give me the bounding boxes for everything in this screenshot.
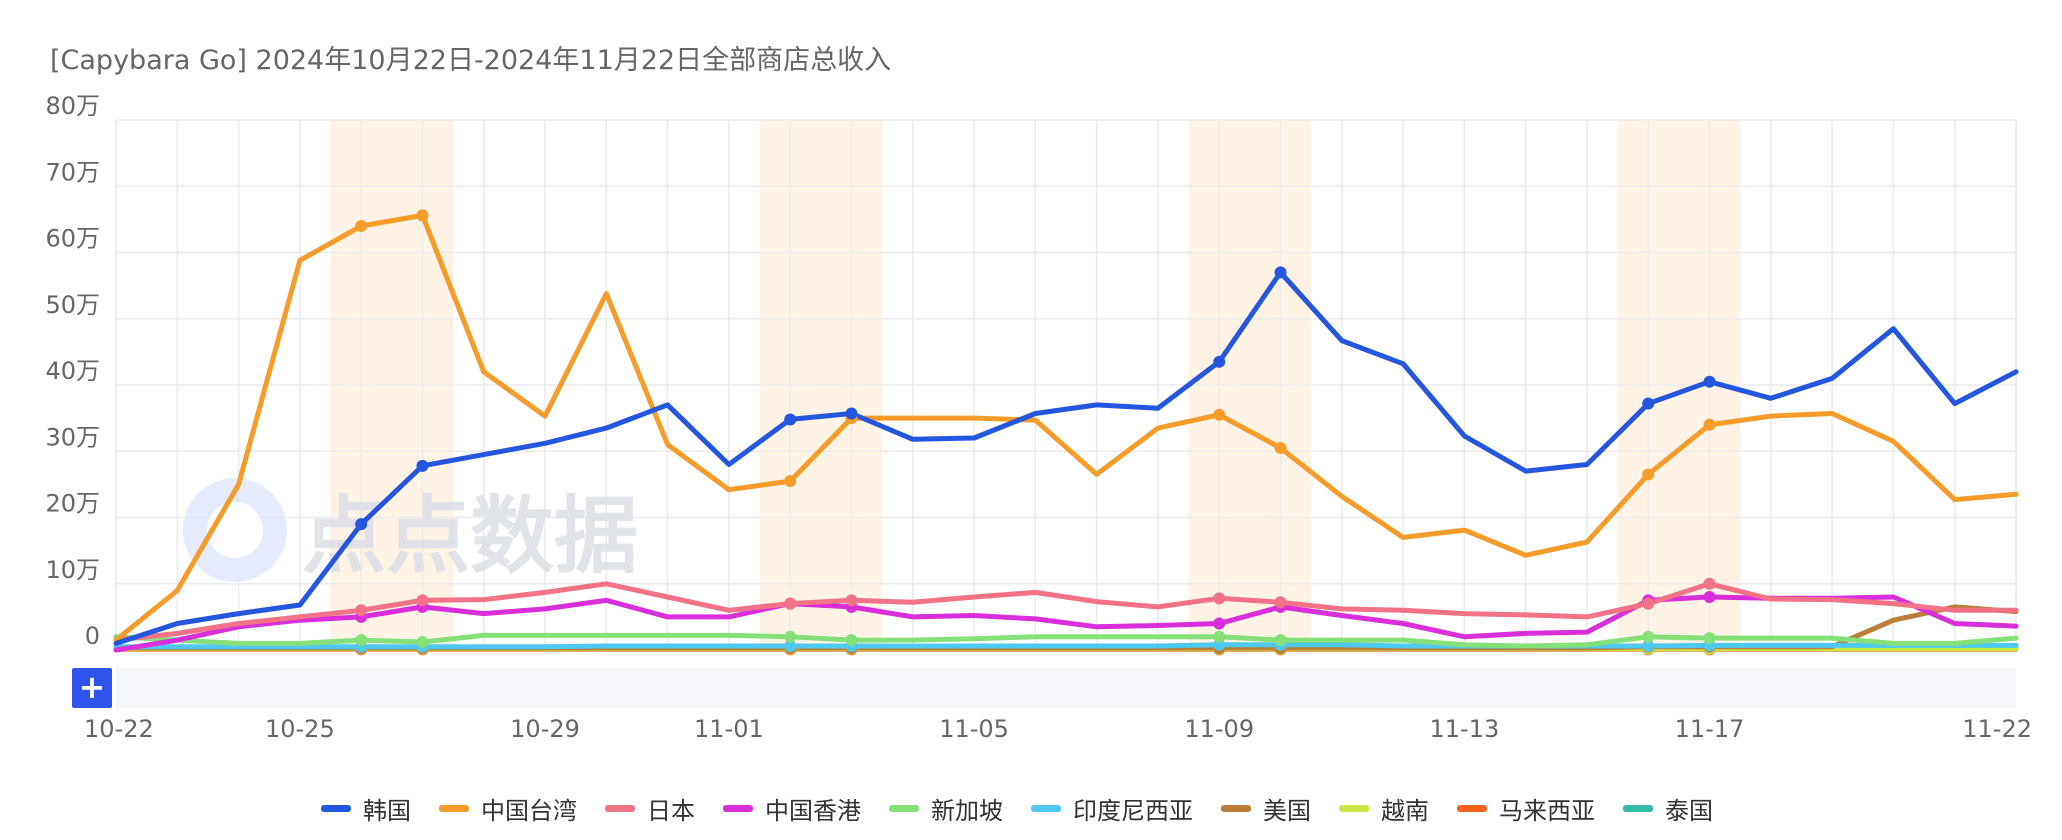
legend-label: 美国: [1263, 796, 1311, 825]
series-line-4[interactable]: [113, 594, 2019, 653]
legend-item-10[interactable]: 泰国: [1623, 788, 1713, 828]
legend-item-2[interactable]: 中国台湾: [439, 788, 577, 828]
chart-title: [Capybara Go] 2024年10月22日-2024年11月22日全部商…: [50, 45, 892, 76]
series-point-1[interactable]: [355, 518, 368, 531]
legend-swatch: [1221, 804, 1251, 812]
series-point-5[interactable]: [784, 630, 797, 643]
legend: 韩国 中国台湾 日本 中国香港 新加坡 印度尼西亚 美国 越南 马来西亚 泰国: [0, 788, 2062, 828]
legend-item-5[interactable]: 新加坡: [889, 788, 1003, 828]
legend-item-6[interactable]: 印度尼西亚: [1031, 788, 1193, 828]
series-point-3[interactable]: [1703, 577, 1716, 590]
series-point-3[interactable]: [1642, 597, 1655, 610]
legend-swatch: [321, 804, 351, 812]
y-tick-label: 10万: [45, 556, 100, 584]
legend-swatch: [1031, 804, 1061, 812]
legend-swatch: [723, 804, 753, 812]
legend-swatch: [889, 804, 919, 812]
series-point-5[interactable]: [1703, 632, 1716, 645]
watermark-text: 点点数据: [302, 487, 638, 585]
series-point-1[interactable]: [1213, 355, 1226, 368]
x-tick-label: 10-29: [510, 715, 580, 743]
series-line-5[interactable]: [113, 632, 2019, 649]
legend-item-1[interactable]: 韩国: [321, 788, 411, 828]
y-tick-label: 60万: [45, 225, 100, 253]
x-tick-label: 11-17: [1675, 715, 1745, 743]
y-tick-label: 50万: [45, 291, 100, 319]
legend-item-3[interactable]: 日本: [605, 788, 695, 828]
x-tick-label: 11-13: [1430, 715, 1500, 743]
legend-swatch: [1623, 804, 1653, 812]
legend-label: 印度尼西亚: [1073, 796, 1193, 825]
series-point-2[interactable]: [416, 209, 429, 222]
y-tick-label: 80万: [45, 92, 100, 120]
x-tick-label: 10-22: [84, 715, 154, 743]
series-point-3[interactable]: [845, 594, 858, 607]
x-tick-label: 10-25: [265, 715, 335, 743]
legend-item-4[interactable]: 中国香港: [723, 788, 861, 828]
series-point-1[interactable]: [845, 407, 858, 420]
series-point-1[interactable]: [784, 413, 797, 426]
legend-item-7[interactable]: 美国: [1221, 788, 1311, 828]
series-point-3[interactable]: [1213, 592, 1226, 605]
y-tick-label: 20万: [45, 490, 100, 518]
legend-label: 泰国: [1665, 796, 1713, 825]
legend-label: 马来西亚: [1499, 796, 1595, 825]
y-tick-label: 30万: [45, 423, 100, 451]
legend-label: 中国香港: [765, 796, 861, 825]
series-point-5[interactable]: [1213, 630, 1226, 643]
y-tick-label: 40万: [45, 357, 100, 385]
series-line-1[interactable]: [113, 269, 2019, 646]
series-point-3[interactable]: [784, 597, 797, 610]
series-point-2[interactable]: [1642, 468, 1655, 481]
x-tick-label: 11-22: [1962, 715, 2032, 743]
legend-label: 中国台湾: [481, 796, 577, 825]
series-line-6[interactable]: [113, 642, 2019, 650]
series-point-1[interactable]: [416, 459, 429, 472]
series-point-2[interactable]: [1274, 441, 1287, 454]
series-line-3[interactable]: [113, 581, 2019, 643]
y-tick-label: 0: [85, 622, 100, 650]
series-point-2[interactable]: [1703, 418, 1716, 431]
series-line-2[interactable]: [113, 212, 2019, 643]
series-point-4[interactable]: [1703, 591, 1716, 603]
zoom-track[interactable]: [116, 668, 2016, 708]
x-tick-label: 11-09: [1184, 715, 1254, 743]
watermark-logo: 点点数据: [183, 478, 638, 585]
line-chart[interactable]: 点点数据 0 10万 20万 30万 40万 50万 60万 70万 80万 10-22 10-25…: [0, 0, 2062, 760]
legend-swatch: [439, 804, 469, 812]
legend-swatch: [605, 804, 635, 812]
legend-swatch: [1339, 804, 1369, 812]
series-point-2[interactable]: [355, 220, 368, 232]
series-point-3[interactable]: [355, 604, 368, 617]
y-tick-label: 70万: [45, 158, 100, 186]
legend-label: 新加坡: [931, 796, 1003, 825]
legend-item-9[interactable]: 马来西亚: [1457, 788, 1595, 828]
x-tick-label: 11-05: [939, 715, 1009, 743]
series-point-2[interactable]: [784, 475, 797, 488]
series-point-5[interactable]: [1642, 630, 1655, 643]
zoom-in-button[interactable]: +: [72, 668, 112, 708]
series-point-4[interactable]: [1213, 617, 1226, 630]
x-tick-label: 11-01: [694, 715, 764, 743]
legend-label: 韩国: [363, 796, 411, 825]
legend-label: 越南: [1381, 796, 1429, 825]
series-point-1[interactable]: [1703, 375, 1716, 388]
series-point-2[interactable]: [1213, 408, 1226, 421]
series-point-6[interactable]: [784, 640, 797, 653]
series-point-5[interactable]: [845, 634, 858, 647]
legend-swatch: [1457, 804, 1487, 812]
series-point-6[interactable]: [1642, 640, 1655, 653]
series-point-5[interactable]: [1274, 634, 1287, 647]
series-point-5[interactable]: [355, 634, 368, 647]
legend-item-8[interactable]: 越南: [1339, 788, 1429, 828]
series-point-1[interactable]: [1642, 397, 1655, 410]
series-point-3[interactable]: [416, 594, 429, 607]
series-point-5[interactable]: [416, 636, 429, 649]
series-point-1[interactable]: [1274, 266, 1287, 279]
series-point-3[interactable]: [1274, 596, 1287, 609]
legend-label: 日本: [647, 796, 695, 825]
